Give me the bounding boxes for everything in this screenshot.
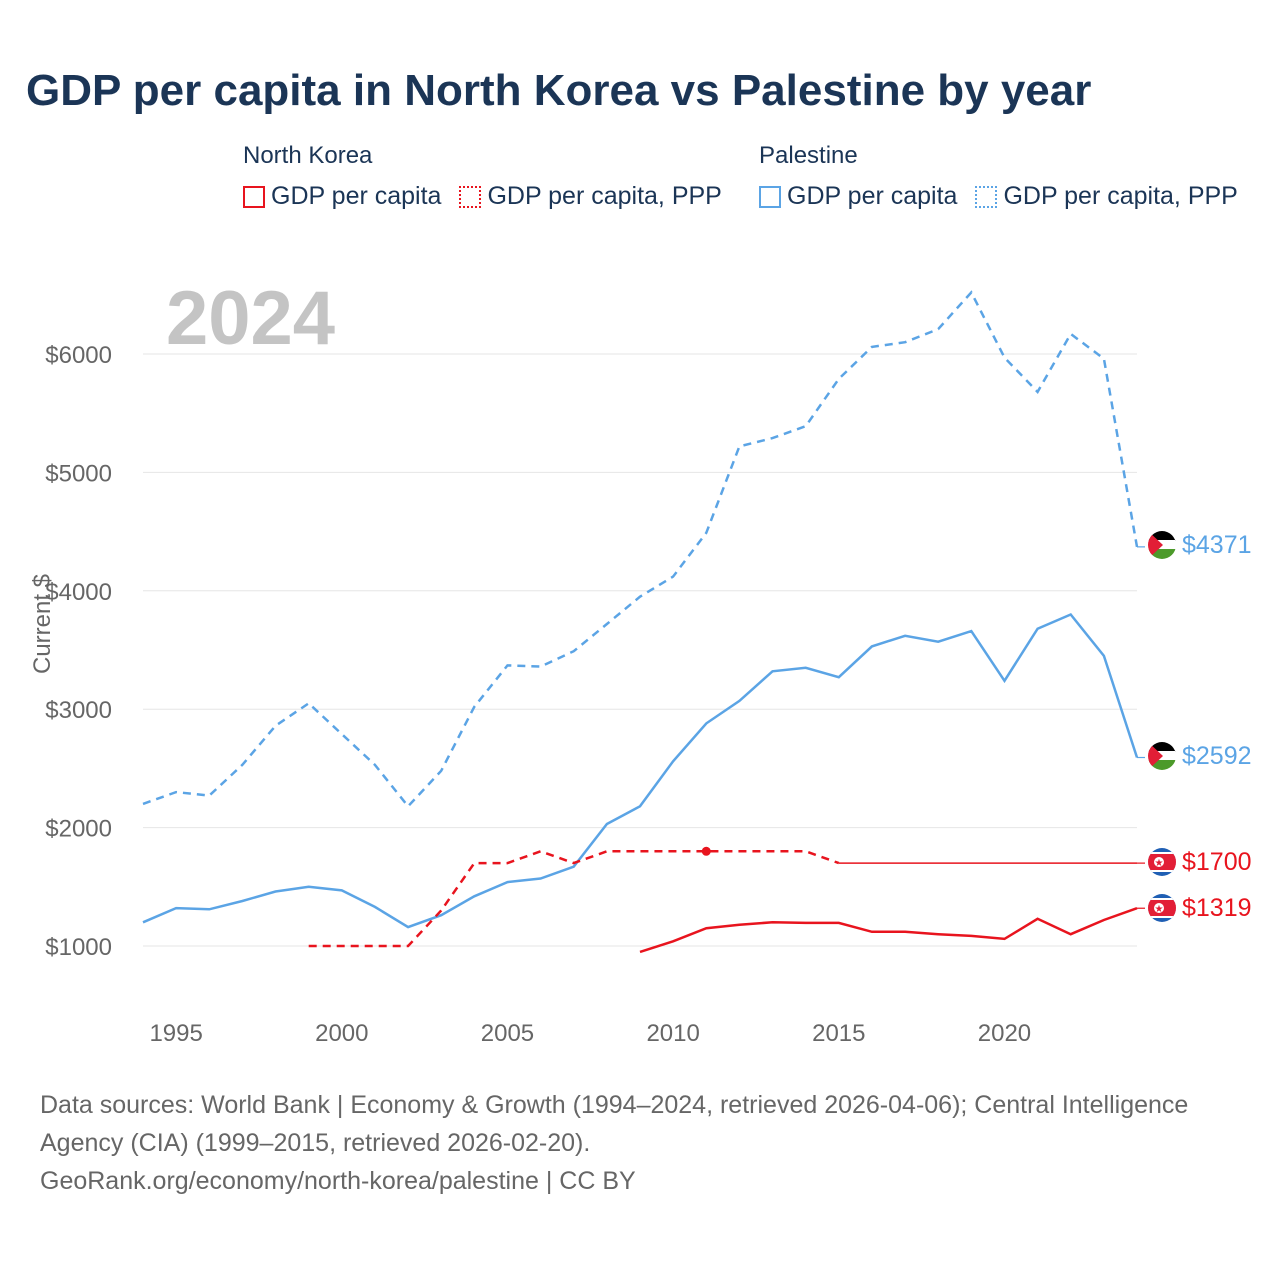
legend-label: GDP per capita, PPP bbox=[487, 182, 722, 210]
y-tick-label: $2000 bbox=[45, 816, 112, 843]
legend-group-name: North Korea bbox=[243, 142, 373, 169]
svg-text:★: ★ bbox=[1155, 904, 1164, 915]
north-korea-flag-icon: ★ bbox=[1148, 894, 1176, 922]
y-tick-label: $4000 bbox=[45, 579, 112, 606]
end-label-palestine-ppp: $4371 bbox=[1182, 531, 1252, 559]
palestine-flag-icon bbox=[1148, 531, 1176, 559]
legend-item-nk-gdp[interactable]: GDP per capita bbox=[243, 182, 441, 211]
credit-link[interactable]: GeoRank.org/economy/north-korea/palestin… bbox=[40, 1167, 636, 1195]
north-korea-flag-icon: ★ bbox=[1148, 848, 1176, 876]
end-label-palestine-gdp: $2592 bbox=[1182, 742, 1252, 770]
highlight-point[interactable] bbox=[701, 846, 711, 856]
legend-group-palestine: Palestine GDP per capita GDP per capita,… bbox=[759, 142, 1238, 211]
footer: Data sources: World Bank | Economy & Gro… bbox=[40, 1086, 1240, 1200]
legend-item-ps-gdp[interactable]: GDP per capita bbox=[759, 182, 957, 211]
x-tick-label: 2020 bbox=[978, 1020, 1031, 1047]
legend-swatch-solid bbox=[243, 185, 265, 208]
y-tick-label: $6000 bbox=[45, 342, 112, 369]
y-tick-label: $5000 bbox=[45, 460, 112, 487]
x-tick-label: 2015 bbox=[812, 1020, 865, 1047]
svg-text:★: ★ bbox=[1155, 858, 1164, 869]
year-watermark: 2024 bbox=[166, 276, 335, 361]
legend-group-north-korea: North Korea GDP per capita GDP per capit… bbox=[243, 142, 722, 211]
series-line-north-korea-gdp-per-capita-ppp[interactable] bbox=[308, 849, 840, 948]
legend-label: GDP per capita bbox=[787, 182, 958, 210]
series-line-north-korea-gdp-per-capita[interactable] bbox=[639, 907, 1138, 954]
y-tick-label: $1000 bbox=[45, 934, 112, 961]
y-axis-label: Current $ bbox=[29, 574, 56, 674]
legend-label: GDP per capita bbox=[271, 182, 442, 210]
legend-label: GDP per capita, PPP bbox=[1003, 182, 1238, 210]
x-tick-label: 2005 bbox=[481, 1020, 534, 1047]
legend-item-nk-gdp-ppp[interactable]: GDP per capita, PPP bbox=[459, 182, 722, 211]
series-line-palestine-gdp-per-capita-ppp[interactable] bbox=[142, 290, 1139, 809]
legend-swatch-dotted bbox=[975, 185, 998, 208]
legend-item-ps-gdp-ppp[interactable]: GDP per capita, PPP bbox=[975, 182, 1238, 211]
legend-group-name: Palestine bbox=[759, 142, 858, 169]
y-tick-label: $3000 bbox=[45, 697, 112, 724]
palestine-flag-icon bbox=[1148, 742, 1176, 770]
series-line-palestine-gdp-per-capita[interactable] bbox=[142, 612, 1139, 929]
legend-swatch-solid bbox=[759, 185, 781, 208]
x-tick-label: 1995 bbox=[149, 1020, 202, 1047]
end-label-north-korea-gdp: $1319 bbox=[1182, 894, 1252, 922]
x-tick-label: 2000 bbox=[315, 1020, 368, 1047]
legend-swatch-dotted bbox=[459, 185, 482, 208]
end-label-north-korea-ppp: $1700 bbox=[1182, 848, 1252, 876]
chart-title: GDP per capita in North Korea vs Palesti… bbox=[26, 66, 1092, 115]
data-sources: Data sources: World Bank | Economy & Gro… bbox=[40, 1091, 1189, 1157]
x-tick-label: 2010 bbox=[646, 1020, 699, 1047]
